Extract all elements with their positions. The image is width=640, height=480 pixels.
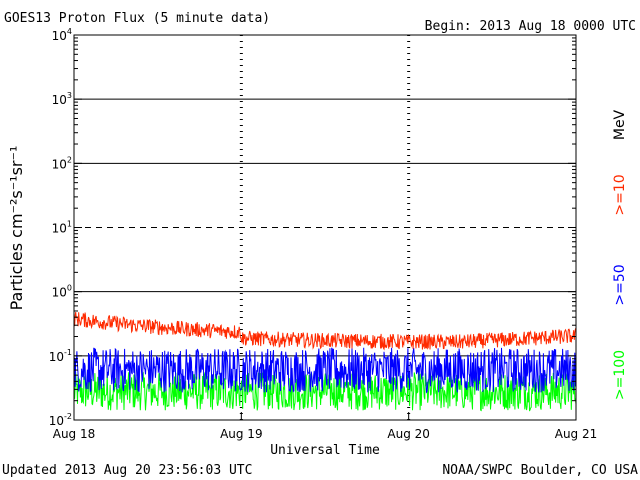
y-axis-label: Particles cm⁻²s⁻¹sr⁻¹ — [7, 146, 26, 311]
x-axis-label: Universal Time — [270, 443, 380, 458]
y-tick-label: 102 — [52, 155, 72, 171]
series-line — [73, 370, 577, 412]
x-tick-label: Aug 21 — [555, 427, 598, 441]
source-label: NOAA/SWPC Boulder, CO USA — [442, 463, 638, 478]
begin-label: Begin: 2013 Aug 18 0000 UTC — [425, 19, 636, 34]
y-tick-label: 10-2 — [49, 412, 72, 428]
y-tick-label: 100 — [52, 284, 72, 300]
series-line — [73, 312, 577, 351]
series-lines — [73, 312, 577, 412]
y-tick-label: 104 — [52, 27, 72, 43]
chart-title: GOES13 Proton Flux (5 minute data) — [4, 11, 270, 26]
x-axis-ticks: Aug 18 Aug 19 Aug 20 Aug 21 — [53, 412, 598, 441]
x-tick-label: Aug 20 — [387, 427, 430, 441]
x-tick-label: Aug 18 — [53, 427, 96, 441]
legend-ge50: >=50 — [612, 264, 628, 305]
updated-timestamp: Updated 2013 Aug 20 23:56:03 UTC — [2, 463, 252, 478]
y-axis-ticks: 104 103 102 101 100 10-1 10-2 — [49, 27, 576, 428]
series-line — [73, 347, 577, 394]
y-tick-label: 101 — [52, 220, 72, 236]
x-tick-label: Aug 19 — [220, 427, 263, 441]
legend-ge100: >=100 — [612, 350, 628, 400]
legend-ge10: >=10 — [612, 174, 628, 215]
y-tick-label: 103 — [52, 91, 72, 107]
units-label: MeV — [612, 109, 628, 140]
y-tick-label: 10-1 — [49, 348, 72, 364]
